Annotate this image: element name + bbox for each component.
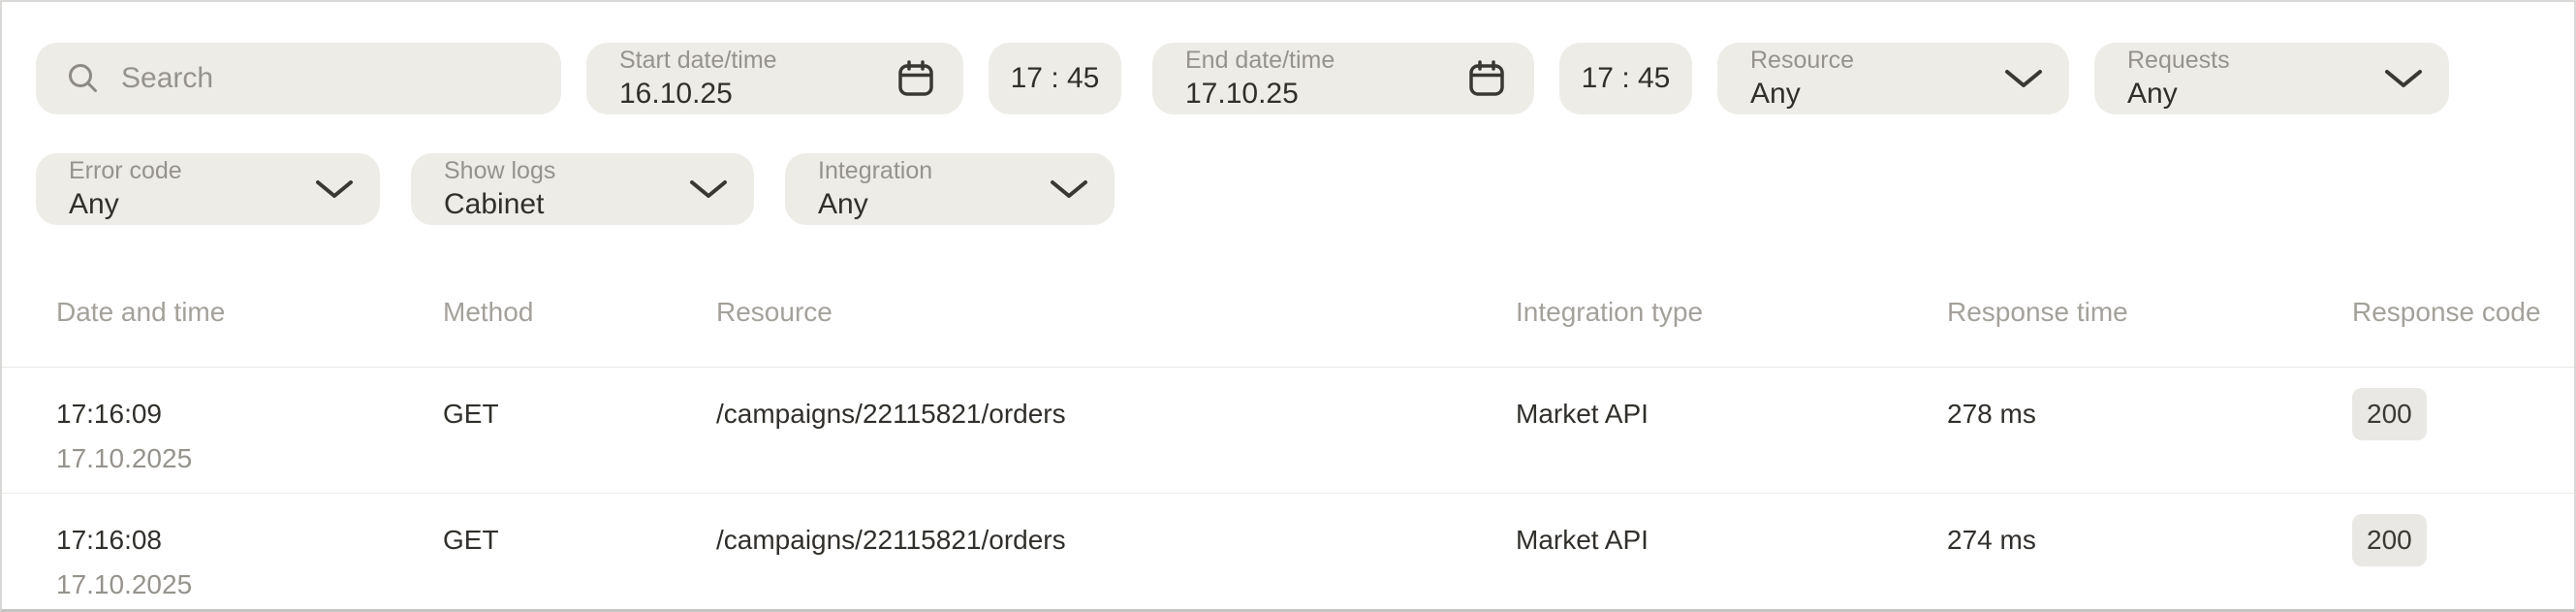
resource-dropdown[interactable]: Resource Any xyxy=(1717,43,2069,114)
column-header-response-code: Response code xyxy=(2352,297,2541,327)
table-header-row: Date and time Method Resource Integratio… xyxy=(2,225,2574,367)
chevron-down-icon xyxy=(1049,177,1089,201)
chevron-down-icon xyxy=(2383,67,2424,90)
resource-value: Any xyxy=(1750,77,1801,110)
column-header-integration: Integration type xyxy=(1516,297,1704,327)
chevron-down-icon xyxy=(688,177,729,201)
integration-label: Integration xyxy=(818,156,933,184)
calendar-icon xyxy=(894,56,938,101)
show-logs-value: Cabinet xyxy=(444,187,545,220)
row-date: 17.10.2025 xyxy=(56,569,193,599)
end-date-field[interactable]: End date/time 17.10.25 xyxy=(1152,43,1534,114)
table-row[interactable]: 17:16:08 17.10.2025 GET /campaigns/22115… xyxy=(2,494,2574,609)
cell-date-time: 17:16:09 17.10.2025 xyxy=(56,368,443,493)
requests-value: Any xyxy=(2127,77,2178,110)
cell-resource: /campaigns/22115821/orders xyxy=(716,525,1066,555)
end-date-label: End date/time xyxy=(1185,46,1335,74)
row-date: 17.10.2025 xyxy=(56,443,193,473)
status-badge: 200 xyxy=(2352,514,2427,566)
end-date-value: 17.10.25 xyxy=(1185,77,1299,110)
integration-value: Any xyxy=(818,187,868,220)
start-time-value: 17 : 45 xyxy=(1010,62,1100,94)
error-code-label: Error code xyxy=(69,156,182,184)
show-logs-dropdown[interactable]: Show logs Cabinet xyxy=(411,153,754,225)
cell-resource: /campaigns/22115821/orders xyxy=(716,399,1066,429)
show-logs-label: Show logs xyxy=(444,156,556,184)
filter-bar: Start date/time 16.10.25 17 : 45 xyxy=(2,2,2574,225)
requests-dropdown[interactable]: Requests Any xyxy=(2094,43,2449,114)
table-row[interactable]: 17:16:09 17.10.2025 GET /campaigns/22115… xyxy=(2,368,2574,494)
cell-method: GET xyxy=(443,399,499,429)
column-header-date-time: Date and time xyxy=(56,297,226,327)
search-field[interactable] xyxy=(36,43,561,114)
column-header-resource: Resource xyxy=(716,297,832,327)
cell-integration: Market API xyxy=(1516,399,1649,429)
start-date-label: Start date/time xyxy=(619,46,777,74)
cell-method: GET xyxy=(443,525,499,555)
cell-date-time: 17:16:08 17.10.2025 xyxy=(56,494,443,609)
cell-response-code: 200 xyxy=(2352,368,2535,493)
row-time: 17:16:09 xyxy=(56,399,162,429)
filter-row-2: Error code Any Show logs Cabinet xyxy=(36,153,2574,225)
status-badge: 200 xyxy=(2352,388,2427,440)
row-time: 17:16:08 xyxy=(56,525,162,555)
logs-table: Date and time Method Resource Integratio… xyxy=(2,225,2574,609)
error-code-dropdown[interactable]: Error code Any xyxy=(36,153,380,225)
end-time-value: 17 : 45 xyxy=(1581,62,1671,94)
start-date-value: 16.10.25 xyxy=(619,77,733,110)
cell-response-time: 278 ms xyxy=(1947,399,2036,429)
calendar-icon xyxy=(1464,56,1509,101)
end-time-field[interactable]: 17 : 45 xyxy=(1559,43,1692,114)
error-code-value: Any xyxy=(69,187,119,220)
column-header-method: Method xyxy=(443,297,534,327)
start-date-field[interactable]: Start date/time 16.10.25 xyxy=(586,43,963,114)
filter-row-1: Start date/time 16.10.25 17 : 45 xyxy=(36,43,2574,114)
search-input[interactable] xyxy=(121,62,532,95)
cell-response-code: 200 xyxy=(2352,494,2535,609)
cell-integration: Market API xyxy=(1516,525,1649,555)
resource-label: Resource xyxy=(1750,46,1854,74)
integration-dropdown[interactable]: Integration Any xyxy=(785,153,1115,225)
chevron-down-icon xyxy=(2003,67,2044,90)
column-header-response-time: Response time xyxy=(1947,297,2128,327)
cell-response-time: 274 ms xyxy=(1947,525,2036,555)
requests-label: Requests xyxy=(2127,46,2230,74)
start-time-field[interactable]: 17 : 45 xyxy=(989,43,1121,114)
search-icon xyxy=(65,60,102,97)
chevron-down-icon xyxy=(314,177,355,201)
